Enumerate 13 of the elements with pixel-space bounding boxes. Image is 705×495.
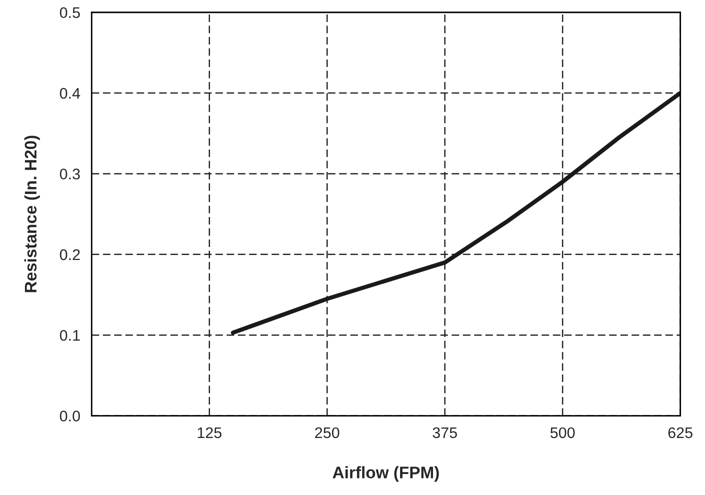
y-tick-label: 0.3 bbox=[60, 168, 80, 180]
y-tick-label: 0.5 bbox=[60, 7, 80, 18]
y-tick-label: 0.2 bbox=[60, 249, 80, 260]
x-tick-label: 500 bbox=[550, 427, 575, 438]
y-tick-label: 0.0 bbox=[60, 410, 80, 422]
y-tick-label: 0.1 bbox=[60, 330, 80, 341]
x-axis-title: Airflow (FPM) bbox=[332, 466, 439, 482]
x-tick-label: 625 bbox=[668, 427, 692, 438]
x-tick-label: 125 bbox=[198, 427, 222, 438]
y-tick-label: 0.4 bbox=[60, 88, 80, 99]
x-tick-label: 250 bbox=[315, 427, 340, 438]
y-axis-title: Resistance (In. H20) bbox=[24, 136, 40, 292]
x-tick-label: 375 bbox=[432, 427, 457, 438]
